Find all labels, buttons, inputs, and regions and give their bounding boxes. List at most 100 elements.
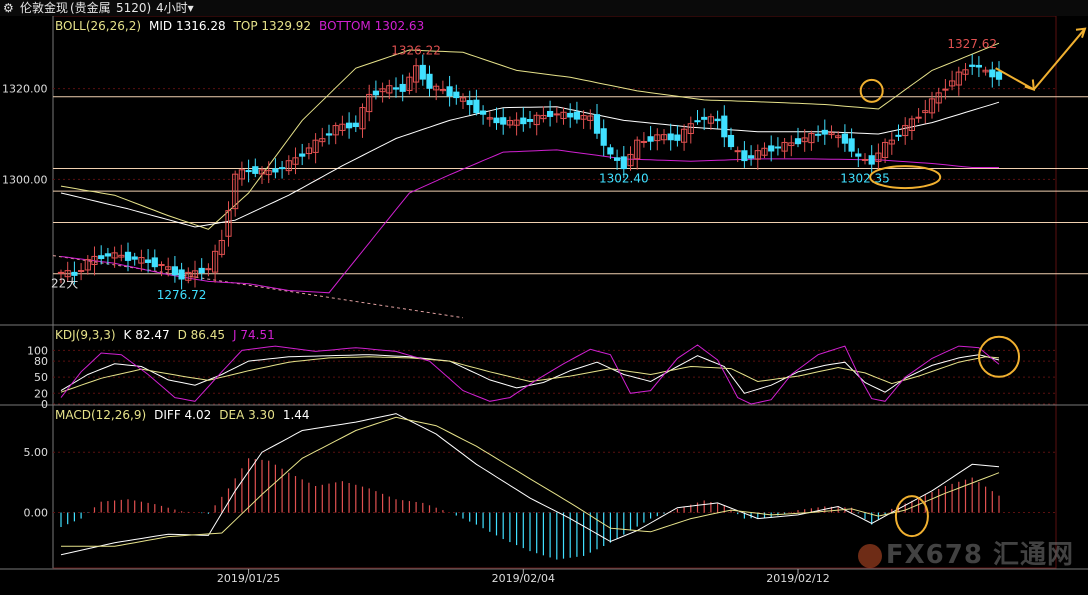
candle [533, 112, 540, 136]
candle-body [533, 114, 540, 126]
candle-body [949, 80, 956, 87]
price-annotation-label: 1326.22 [391, 43, 441, 57]
candle-body [674, 134, 681, 141]
candle [620, 145, 627, 178]
candle [660, 129, 668, 145]
candle-body [325, 133, 333, 136]
macd-dea-value: DEA 3.30 [219, 408, 275, 422]
candle-body [151, 257, 158, 268]
macd-name[interactable]: MACD(12,26,9) [55, 408, 147, 422]
candle [794, 127, 802, 148]
candle [922, 99, 929, 124]
candle [694, 109, 701, 125]
candle [707, 113, 714, 130]
candle [258, 166, 266, 185]
candle [178, 262, 185, 290]
candle-body [399, 83, 406, 92]
candle-body [480, 110, 487, 115]
candle [640, 132, 647, 148]
candle-body [835, 135, 842, 139]
candle-body [78, 270, 85, 273]
candle [627, 146, 634, 171]
candle-body [165, 266, 172, 270]
kdj-tick-label: 80 [34, 355, 48, 368]
price-annotation-label: 1327.62 [947, 37, 997, 51]
x-tick-label: 2019/01/25 [217, 572, 280, 585]
candle [928, 91, 936, 119]
highlight-ellipse [869, 165, 942, 190]
candle-body [781, 141, 788, 152]
candle-body [185, 271, 192, 281]
candle-body [821, 129, 828, 135]
symbol-label[interactable]: 伦敦金现 [20, 1, 69, 15]
boll-name[interactable]: BOLL(26,26,2) [55, 19, 142, 33]
candle [754, 144, 761, 170]
candle [339, 115, 346, 136]
candle [124, 242, 132, 272]
candle-body [212, 250, 219, 273]
candle-body [64, 270, 71, 278]
candle [158, 261, 165, 277]
candle-body [124, 251, 132, 261]
macd-tick-label: 5.00 [24, 446, 49, 459]
candle-body [721, 115, 728, 138]
candle-body [600, 128, 607, 146]
candle [486, 111, 493, 127]
candle [654, 128, 661, 151]
candle [500, 108, 507, 135]
candle-body [788, 142, 795, 147]
candle [145, 249, 152, 273]
candle-body [640, 140, 647, 143]
candle-body [57, 271, 65, 274]
kdj-k-value: K 82.47 [123, 328, 170, 342]
candle [138, 249, 145, 272]
candle [225, 201, 232, 247]
candle [252, 158, 259, 178]
candle [325, 124, 333, 145]
fx678-logo-icon [857, 543, 882, 568]
candle-body [433, 85, 440, 91]
candle [681, 124, 688, 151]
candle [526, 111, 534, 129]
price-tick-label: 1300.00 [2, 173, 48, 186]
candle [379, 82, 386, 103]
market-label: (贵金属 [70, 1, 111, 15]
price-annotation-label: 1276.72 [157, 288, 207, 302]
candle [218, 229, 225, 258]
settings-icon[interactable]: ⚙ [3, 1, 14, 15]
candle [868, 145, 875, 174]
candle-body [145, 259, 152, 263]
kdj-name[interactable]: KDJ(9,3,3) [55, 328, 116, 342]
candle-body [118, 254, 125, 258]
period-selector[interactable]: 4小时▾ [156, 0, 194, 16]
candle [768, 135, 775, 162]
boll-bottom-line [60, 149, 999, 294]
candle-body [861, 158, 869, 161]
candle-body [667, 133, 674, 141]
candle-body [332, 125, 339, 136]
candle [935, 87, 942, 112]
kdj-j-value: J 74.51 [233, 328, 275, 342]
kdj-j-line [60, 344, 1000, 405]
candle-body [446, 86, 453, 97]
candle [815, 125, 822, 142]
candle-body [875, 152, 882, 162]
candle-body [593, 114, 601, 134]
candle-body [486, 117, 493, 120]
chevron-down-icon: ▾ [187, 1, 194, 15]
candle-body [808, 132, 815, 144]
candle [299, 143, 306, 166]
macd-tick-label: 0.00 [24, 507, 49, 520]
candle-body [707, 116, 714, 124]
candle [587, 109, 594, 130]
candle-body [513, 119, 520, 126]
candle-body [379, 88, 386, 93]
candle [104, 247, 112, 265]
macd-value: 1.44 [282, 408, 310, 422]
price-annotation-label: 1302.40 [599, 171, 649, 185]
candle [721, 105, 728, 148]
candle [131, 252, 138, 266]
candle-body [252, 166, 259, 174]
candle [205, 263, 212, 277]
